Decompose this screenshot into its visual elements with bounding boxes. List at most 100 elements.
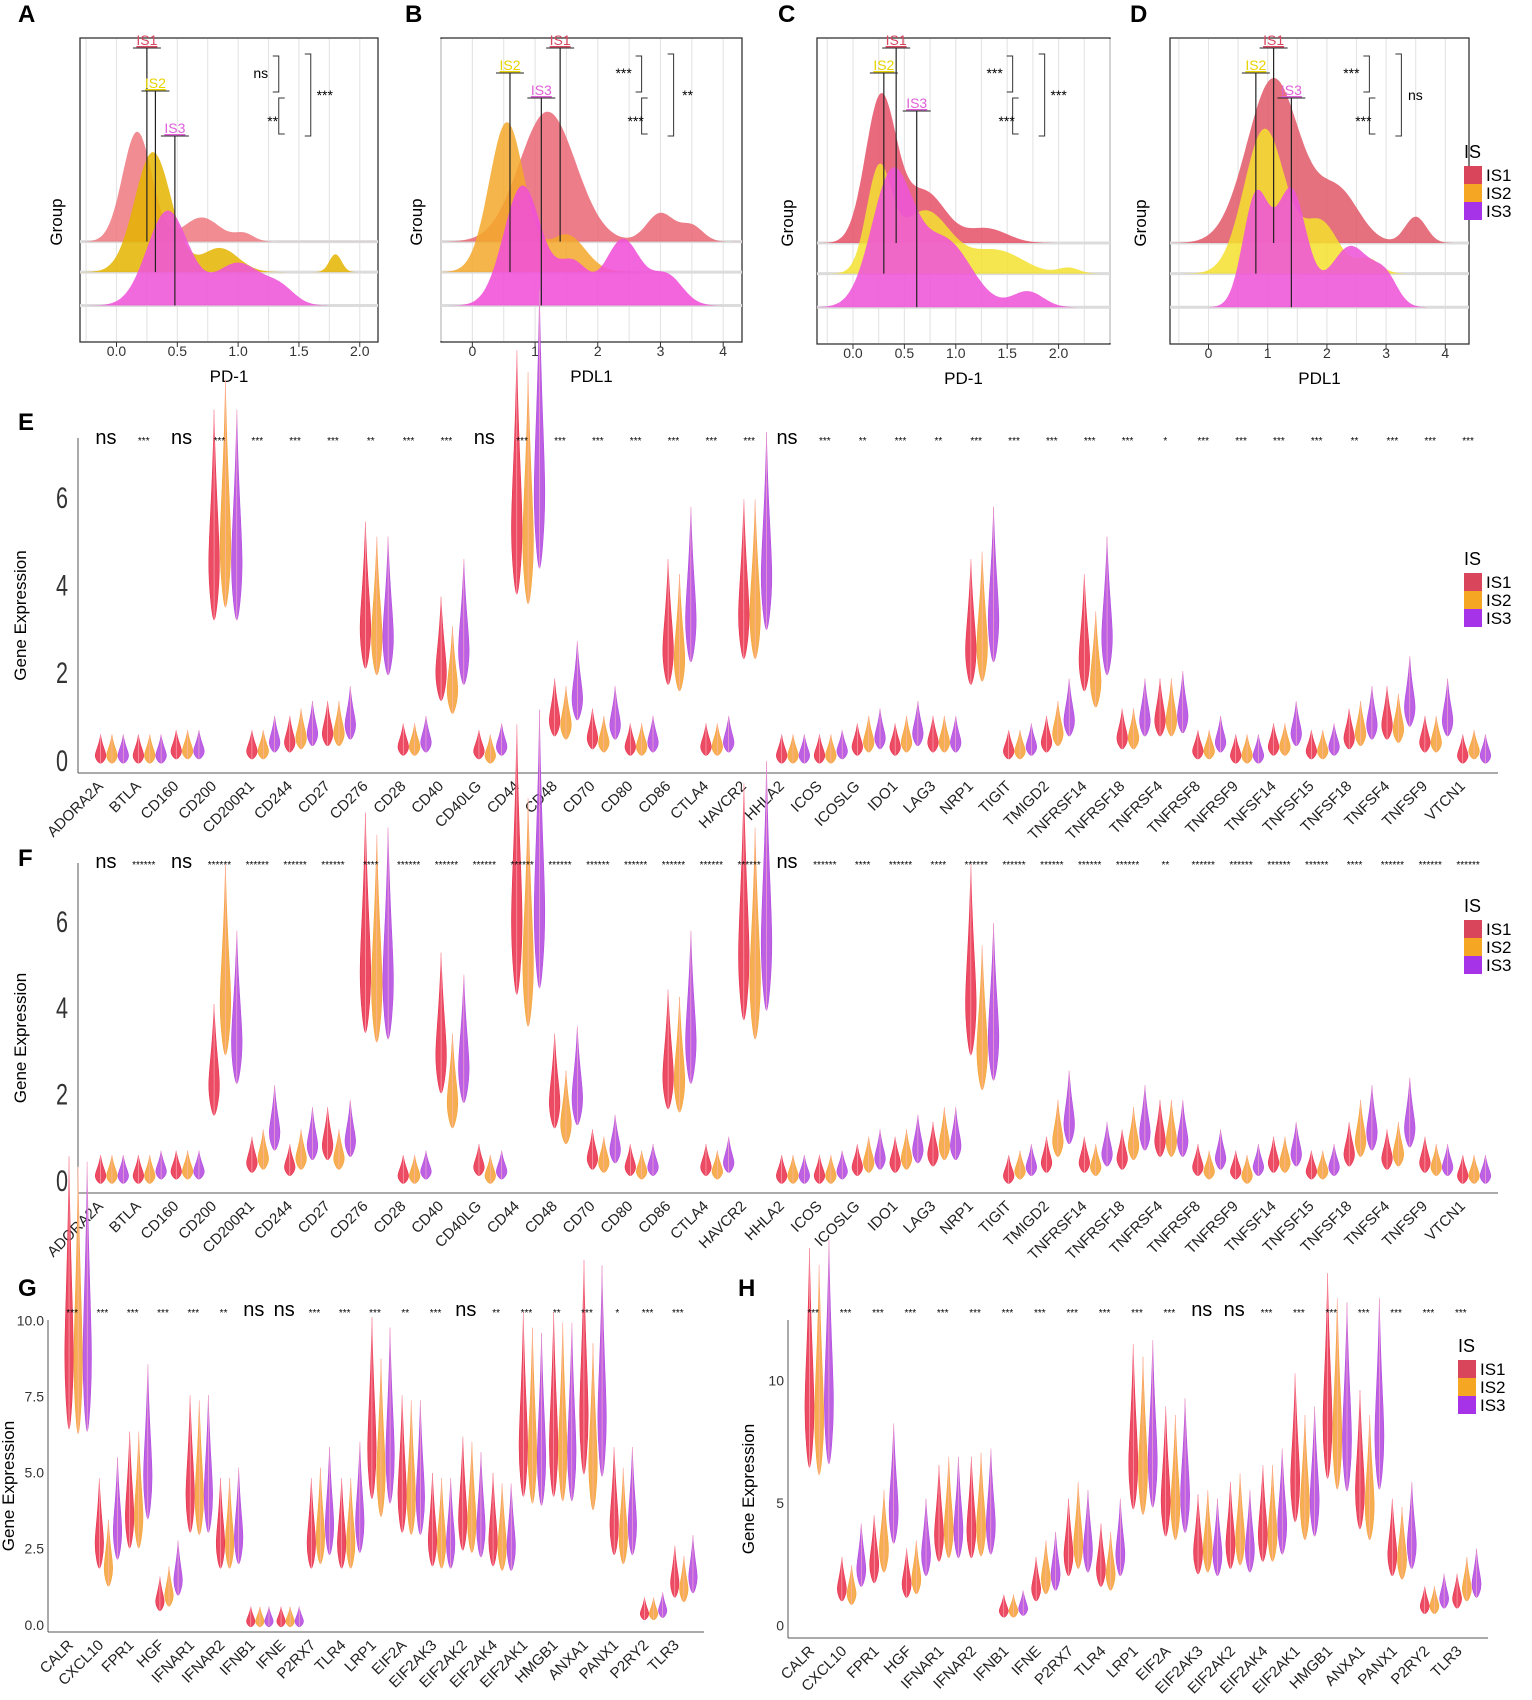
legend-label-IS1: IS1 [1486, 920, 1512, 939]
legend-swatch-IS3 [1464, 609, 1482, 627]
category-label: TLR3 [645, 1637, 683, 1675]
category-label: CD244 [251, 778, 296, 823]
panel-letter: A [18, 1, 35, 28]
significance-label: *** [1261, 1308, 1273, 1319]
significance-label: *** [97, 1308, 109, 1319]
significance-label: ****** [813, 860, 836, 871]
significance-label: *** [251, 436, 263, 447]
significance-label: **** [855, 860, 871, 871]
median-label: IS1 [886, 32, 907, 48]
comparison-label: *** [1355, 113, 1372, 129]
legend-label-IS1: IS1 [1480, 1360, 1506, 1379]
category-label: LAG3 [900, 778, 939, 817]
category-label: CD80 [597, 1198, 636, 1237]
legend-swatch-IS3 [1458, 1396, 1476, 1414]
y-axis-label: Group [778, 199, 797, 246]
y-tick-label: 2 [56, 656, 68, 690]
panel-letter: F [18, 845, 33, 872]
category-label: HHLA2 [742, 1198, 788, 1244]
x-tick-label: 0.5 [168, 343, 188, 359]
y-tick-label: 0.0 [25, 1617, 45, 1633]
significance-label: *** [1131, 1308, 1143, 1319]
bracket [1395, 53, 1402, 137]
category-label: CD80 [597, 778, 636, 817]
category-label: IDO1 [865, 1198, 902, 1235]
significance-label: *** [1197, 436, 1209, 447]
significance-label: *** [642, 1308, 654, 1319]
significance-label: *** [1387, 436, 1399, 447]
category-label: CD244 [251, 1198, 296, 1243]
y-tick-label: 10 [768, 1372, 784, 1388]
significance-label: *** [1164, 1308, 1176, 1319]
category-label: CD70 [559, 778, 598, 817]
x-tick-label: 1.0 [946, 345, 966, 361]
significance-label: *** [187, 1308, 199, 1319]
category-label: NRP1 [937, 778, 977, 818]
x-tick-label: 1.5 [289, 343, 309, 359]
category-label: CD48 [522, 1198, 561, 1237]
legend-swatch-IS2 [1464, 591, 1482, 609]
significance-label: *** [403, 436, 415, 447]
significance-label: *** [127, 1308, 139, 1319]
legend-swatch-IS2 [1464, 184, 1482, 202]
significance-label: ****** [1267, 860, 1290, 871]
x-axis-label: PD-1 [944, 369, 983, 388]
significance-label: *** [309, 1308, 321, 1319]
ridge-IS3 [1170, 187, 1469, 308]
bracket [272, 55, 280, 93]
category-label: ADORA2A [44, 1198, 107, 1261]
category-label: CD160 [137, 778, 182, 823]
x-axis-label: PDL1 [1298, 369, 1341, 388]
significance-label: ** [401, 1308, 409, 1319]
legend-swatch-IS1 [1458, 1360, 1476, 1378]
y-tick-label: 0 [56, 1163, 68, 1197]
significance-label: *** [1084, 436, 1096, 447]
significance-label: ****** [473, 860, 496, 871]
x-tick-label: 0 [1205, 345, 1213, 361]
significance-label: *** [1358, 1308, 1370, 1319]
significance-label: *** [1235, 436, 1247, 447]
ridge-panel-C: C IS1 IS2 IS3 *** *** *** 0.0 0.5 1.0 1.5 2.0 PD-1 Gr… [778, 1, 1111, 388]
category-label: FPR1 [844, 1643, 883, 1682]
y-tick-label: 7.5 [25, 1388, 45, 1404]
significance-label: *** [157, 1308, 169, 1319]
significance-label: *** [430, 1308, 442, 1319]
significance-label: *** [138, 436, 150, 447]
y-tick-label: 2 [56, 1077, 68, 1111]
significance-label: ****** [1229, 860, 1252, 871]
significance-label: *** [743, 436, 755, 447]
significance-label: *** [1046, 436, 1058, 447]
legend-label-IS2: IS2 [1486, 591, 1512, 610]
median-label: IS2 [873, 57, 894, 73]
comparison-label: *** [998, 113, 1015, 129]
legend-label-IS2: IS2 [1486, 184, 1512, 203]
y-axis-label: Group [407, 198, 426, 245]
significance-label: ****** [586, 860, 609, 871]
bracket [304, 53, 312, 137]
legend-label-IS3: IS3 [1486, 956, 1512, 975]
y-tick-label: 2.5 [25, 1541, 45, 1557]
panel-letter: E [18, 409, 34, 436]
significance-label: ns [171, 851, 192, 873]
category-label: TLR4 [1071, 1643, 1109, 1681]
category-label: IFNB1 [970, 1643, 1012, 1685]
x-tick-label: 0 [468, 343, 476, 359]
significance-label: ****** [1192, 860, 1215, 871]
significance-label: *** [630, 436, 642, 447]
category-label: TLR3 [1428, 1643, 1466, 1681]
x-tick-label: 1 [1264, 345, 1272, 361]
significance-label: *** [327, 436, 339, 447]
category-label: IFNB1 [217, 1637, 259, 1679]
ridge-panel-D: D IS1 IS2 IS3 *** *** ns 0 1 2 3 4 PDL1 Group [1130, 1, 1470, 388]
y-tick-label: 4 [56, 991, 68, 1025]
bracket [1363, 55, 1370, 93]
comparison-label: *** [1343, 65, 1360, 81]
median-label: IS3 [906, 95, 927, 111]
y-axis-label: Gene Expression [11, 550, 30, 680]
significance-label: ****** [965, 860, 988, 871]
legend-label-IS1: IS1 [1486, 166, 1512, 185]
significance-label: **** [1347, 860, 1363, 871]
